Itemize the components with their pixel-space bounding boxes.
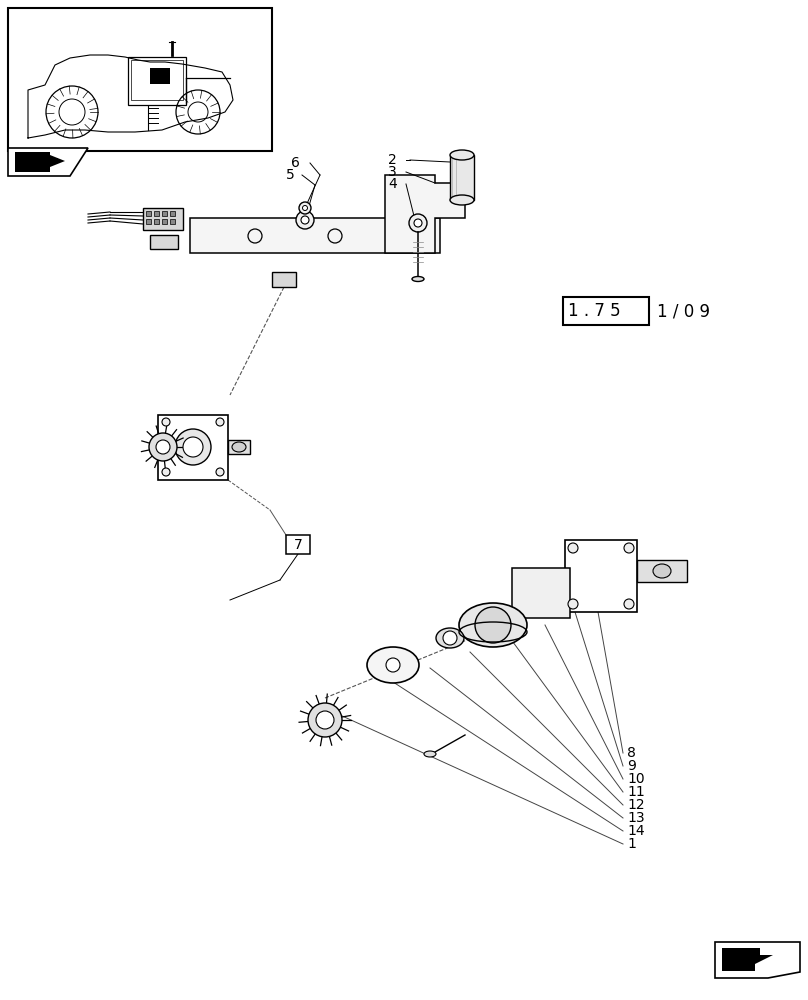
Bar: [170, 211, 175, 216]
Bar: [143, 208, 183, 230]
Ellipse shape: [367, 647, 419, 683]
Text: 2: 2: [389, 153, 397, 167]
Circle shape: [409, 214, 427, 232]
Circle shape: [316, 711, 334, 729]
Polygon shape: [50, 155, 65, 167]
Ellipse shape: [459, 603, 527, 647]
Ellipse shape: [436, 628, 464, 648]
Circle shape: [149, 433, 177, 461]
Text: 10: 10: [627, 772, 645, 786]
Bar: [162, 211, 167, 216]
Circle shape: [624, 543, 634, 553]
Circle shape: [301, 216, 309, 224]
Circle shape: [568, 599, 578, 609]
Bar: [146, 219, 151, 224]
Text: 1 . 7 5: 1 . 7 5: [568, 302, 621, 320]
Bar: [637, 560, 687, 582]
Ellipse shape: [424, 751, 436, 757]
Ellipse shape: [653, 564, 671, 578]
Circle shape: [216, 418, 224, 426]
Ellipse shape: [232, 442, 246, 452]
Bar: [128, 57, 186, 105]
Circle shape: [414, 219, 422, 227]
Text: 1 / 0 9: 1 / 0 9: [657, 302, 710, 320]
Ellipse shape: [450, 195, 474, 205]
Bar: [131, 60, 183, 100]
Circle shape: [299, 202, 311, 214]
Bar: [286, 535, 310, 554]
Bar: [154, 219, 159, 224]
Text: 4: 4: [389, 177, 397, 191]
Circle shape: [302, 206, 308, 211]
Circle shape: [568, 543, 578, 553]
Circle shape: [162, 468, 170, 476]
Bar: [150, 235, 178, 249]
Polygon shape: [385, 175, 465, 253]
Bar: [450, 155, 474, 200]
Circle shape: [475, 607, 511, 643]
Polygon shape: [15, 152, 58, 172]
Text: 7: 7: [293, 538, 302, 552]
Bar: [170, 219, 175, 224]
Ellipse shape: [412, 276, 424, 282]
Text: 1: 1: [627, 837, 636, 851]
Circle shape: [216, 468, 224, 476]
Bar: [512, 568, 570, 618]
Text: 14: 14: [627, 824, 645, 838]
Circle shape: [162, 418, 170, 426]
Bar: [228, 440, 250, 454]
Circle shape: [175, 429, 211, 465]
Polygon shape: [8, 148, 88, 176]
Circle shape: [443, 631, 457, 645]
Circle shape: [296, 211, 314, 229]
Circle shape: [183, 437, 203, 457]
Text: 11: 11: [627, 785, 645, 799]
Text: 5: 5: [286, 168, 295, 182]
Circle shape: [308, 703, 342, 737]
Bar: [154, 211, 159, 216]
Circle shape: [156, 440, 170, 454]
Bar: [8, 8, 272, 151]
Text: 8: 8: [627, 746, 636, 760]
Bar: [150, 68, 170, 84]
Bar: [272, 272, 296, 287]
Circle shape: [624, 599, 634, 609]
Bar: [158, 415, 228, 480]
Circle shape: [386, 658, 400, 672]
Bar: [565, 540, 637, 612]
Text: 3: 3: [389, 165, 397, 179]
Text: 13: 13: [627, 811, 645, 825]
Bar: [563, 297, 649, 325]
Text: 12: 12: [627, 798, 645, 812]
Bar: [146, 211, 151, 216]
Text: 9: 9: [627, 759, 636, 773]
Text: 6: 6: [291, 156, 300, 170]
Polygon shape: [722, 948, 773, 971]
Ellipse shape: [450, 150, 474, 160]
Polygon shape: [715, 942, 800, 978]
Bar: [162, 219, 167, 224]
Bar: [190, 218, 440, 253]
